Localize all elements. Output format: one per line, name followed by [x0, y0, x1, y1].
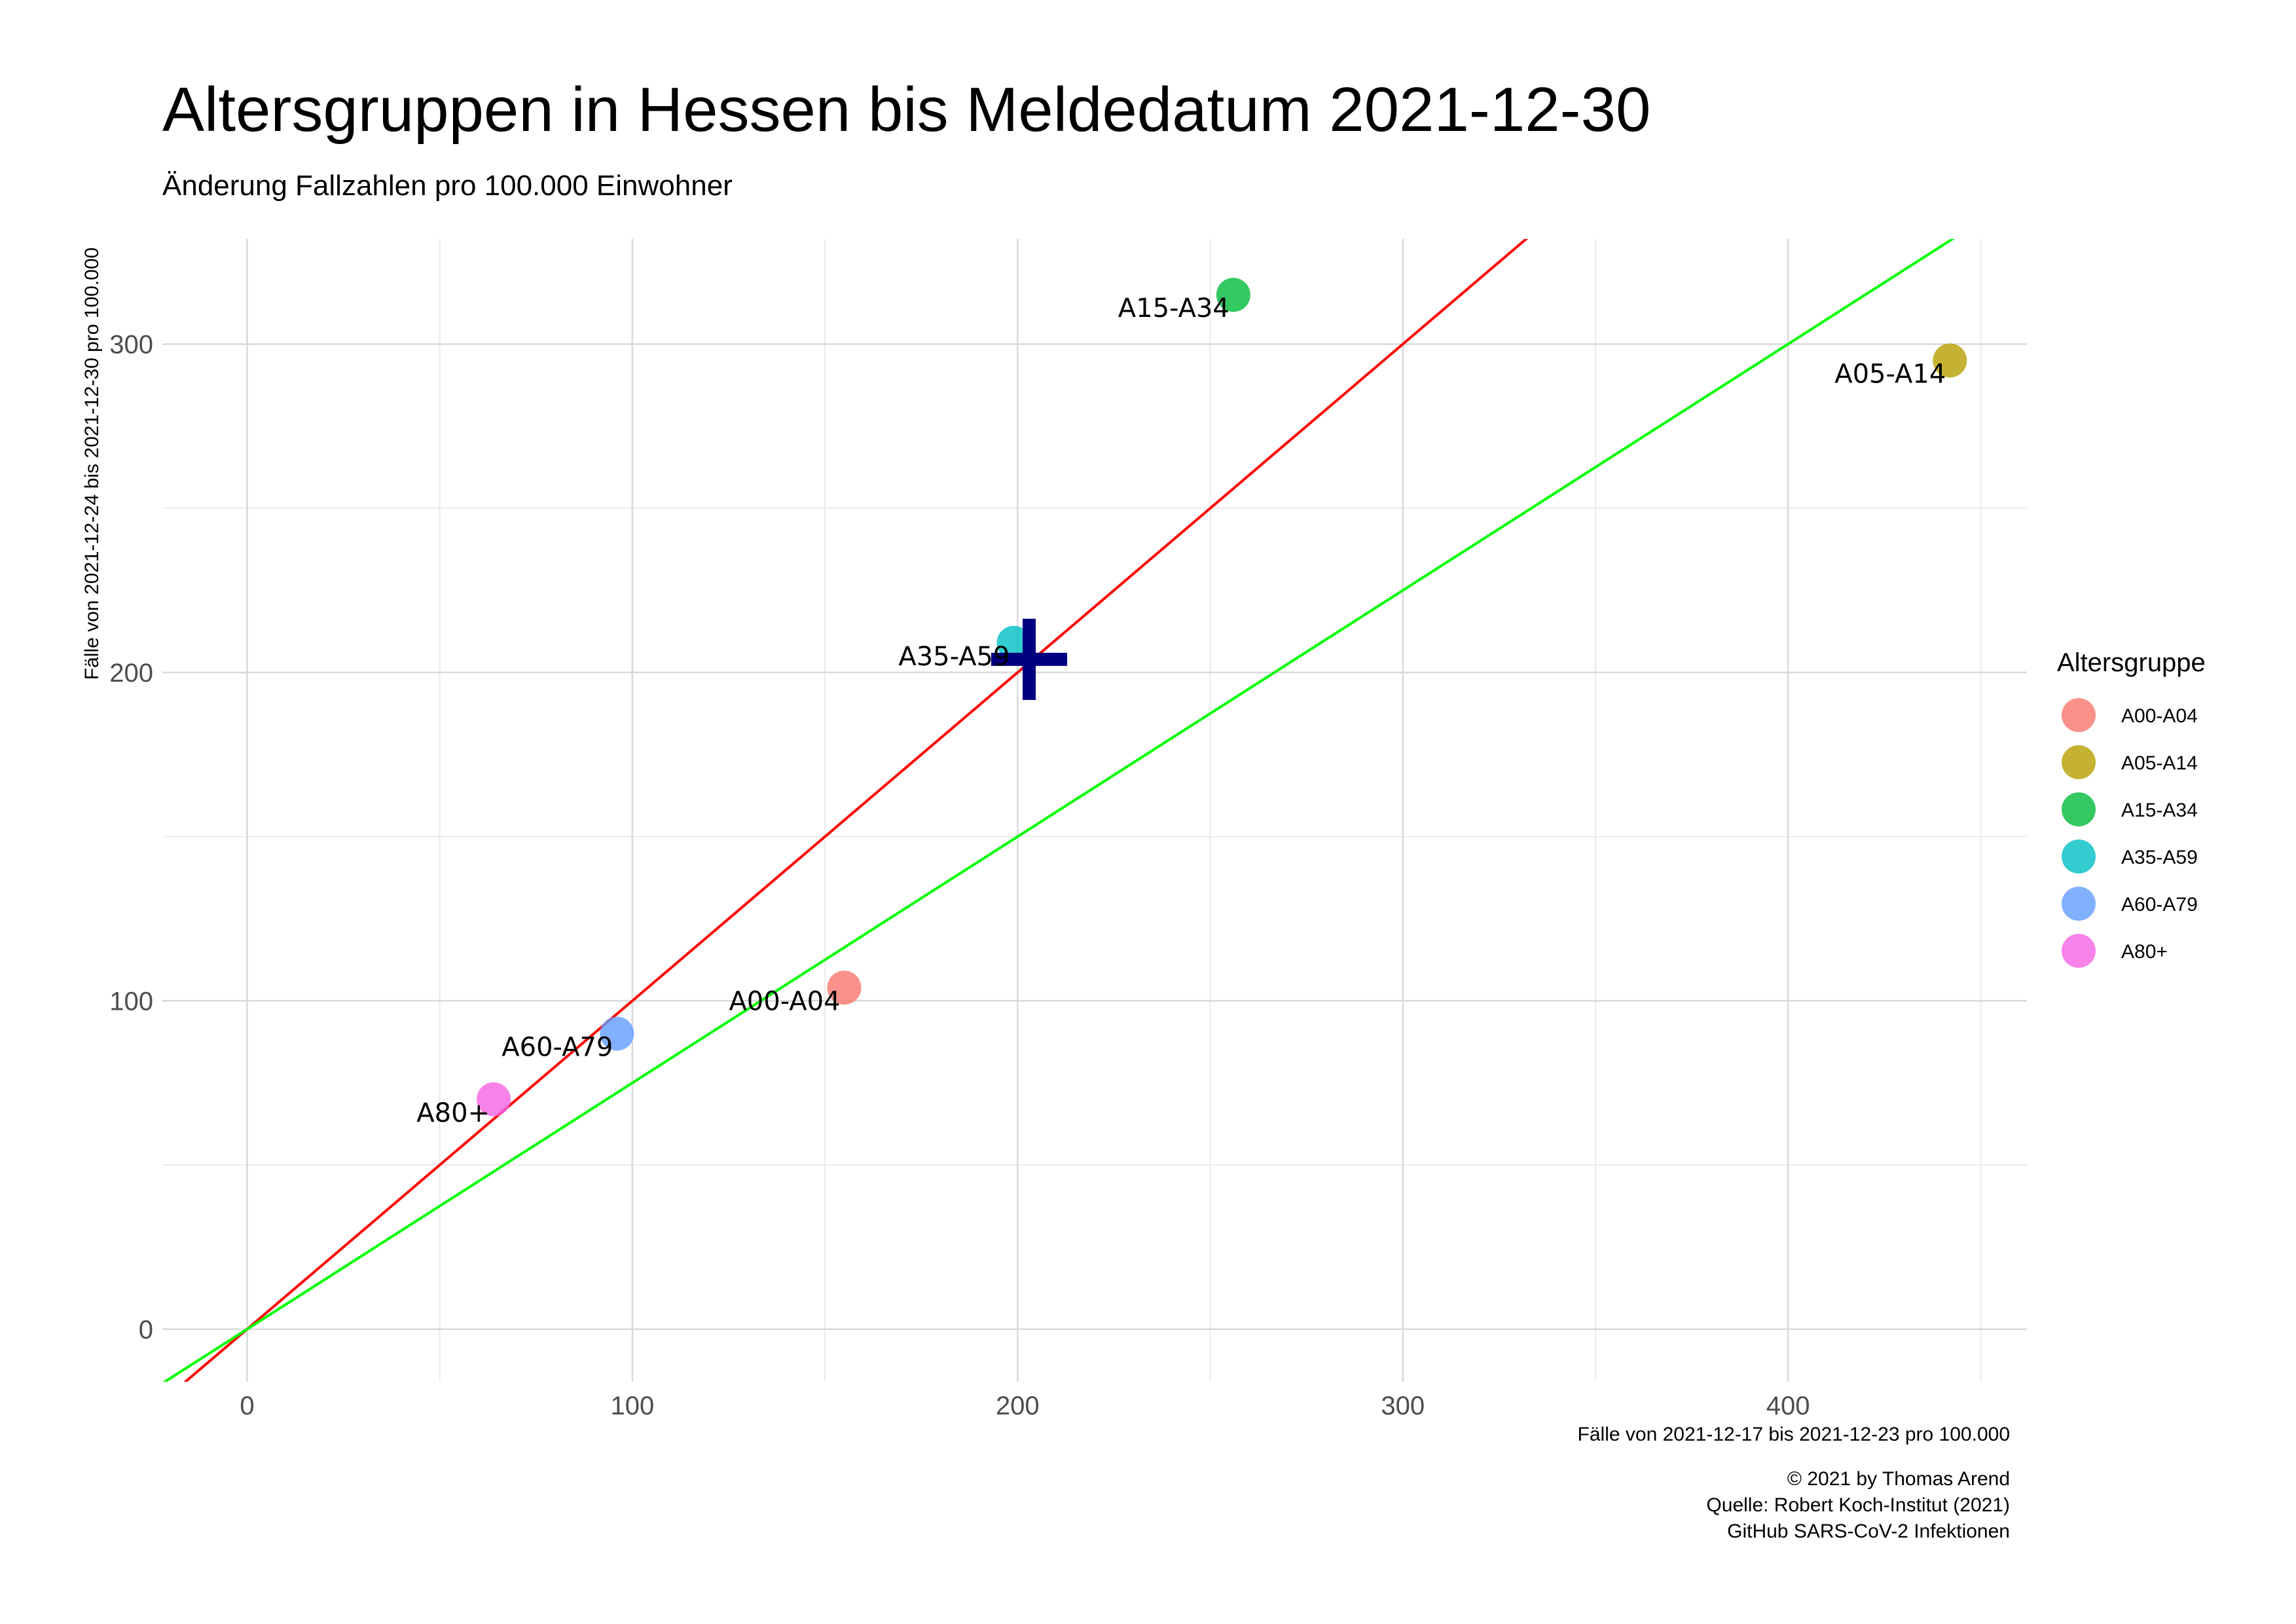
x-axis-ticks: 0 100 200 300 400 [240, 1392, 1810, 1420]
legend-label: A80+ [2121, 941, 2168, 963]
point-label: A80+ [416, 1098, 490, 1128]
x-tick-label: 400 [1766, 1392, 1810, 1420]
legend-label: A15-A34 [2121, 800, 2198, 821]
point-labels: A00-A04 A05-A14 A15-A34 A35-A59 A60-A79 A80+ [416, 293, 1946, 1128]
point-label: A05-A14 [1834, 360, 1946, 390]
y-axis-label: Fälle von 2021-12-24 bis 2021-12-30 pro … [81, 248, 103, 680]
point-label: A35-A59 [898, 642, 1010, 672]
legend-label: A60-A79 [2121, 894, 2198, 915]
data-point [600, 1016, 634, 1051]
x-tick-label: 200 [996, 1392, 1040, 1420]
grid-minor [162, 239, 2027, 1382]
x-tick-label: 100 [611, 1392, 655, 1420]
legend-swatch [2062, 887, 2096, 921]
legend-label: A00-A04 [2121, 705, 2198, 727]
data-point [996, 625, 1031, 660]
x-tick-label: 300 [1381, 1392, 1425, 1420]
legend-title: Altersgruppe [2057, 648, 2206, 677]
legend-swatch [2062, 792, 2096, 826]
point-label: A00-A04 [729, 986, 840, 1016]
y-tick-label: 200 [109, 659, 153, 688]
y-tick-label: 300 [109, 330, 153, 359]
caption-github: GitHub SARS-CoV-2 Infektionen [1727, 1521, 2010, 1542]
legend-label: A05-A14 [2121, 752, 2198, 774]
legend-swatch [2062, 698, 2096, 732]
data-point [1933, 343, 1967, 378]
chart-title: Altersgruppen in Hessen bis Meldedatum 2… [162, 75, 1650, 145]
legend: A00-A04 A05-A14 A15-A34 A35-A59 A60-A79 A80+ [2062, 698, 2198, 968]
x-axis-label: Fälle von 2021-12-17 bis 2021-12-23 pro … [1578, 1424, 2010, 1445]
reference-line [162, 239, 1955, 1382]
data-point [477, 1082, 511, 1116]
legend-swatch [2062, 840, 2096, 874]
point-label: A15-A34 [1118, 293, 1230, 323]
caption-source: Quelle: Robert Koch-Institut (2021) [1706, 1494, 2010, 1516]
reference-lines [162, 239, 1955, 1382]
data-point [827, 970, 862, 1005]
grid-major [162, 239, 2027, 1382]
legend-swatch [2062, 745, 2096, 779]
chart-subtitle: Änderung Fallzahlen pro 100.000 Einwohne… [162, 170, 733, 202]
point-label: A60-A79 [501, 1032, 613, 1062]
x-tick-label: 0 [240, 1392, 254, 1420]
y-tick-label: 0 [139, 1316, 153, 1344]
y-axis-ticks: 0 100 200 300 [109, 330, 153, 1344]
data-point [1216, 278, 1250, 312]
caption-copyright: © 2021 by Thomas Arend [1787, 1468, 2010, 1490]
reference-line [183, 239, 1529, 1382]
y-tick-label: 100 [109, 987, 153, 1016]
legend-swatch [2062, 934, 2096, 968]
mean-marker [991, 618, 1067, 700]
legend-label: A35-A59 [2121, 847, 2198, 868]
data-points [477, 278, 1967, 1116]
